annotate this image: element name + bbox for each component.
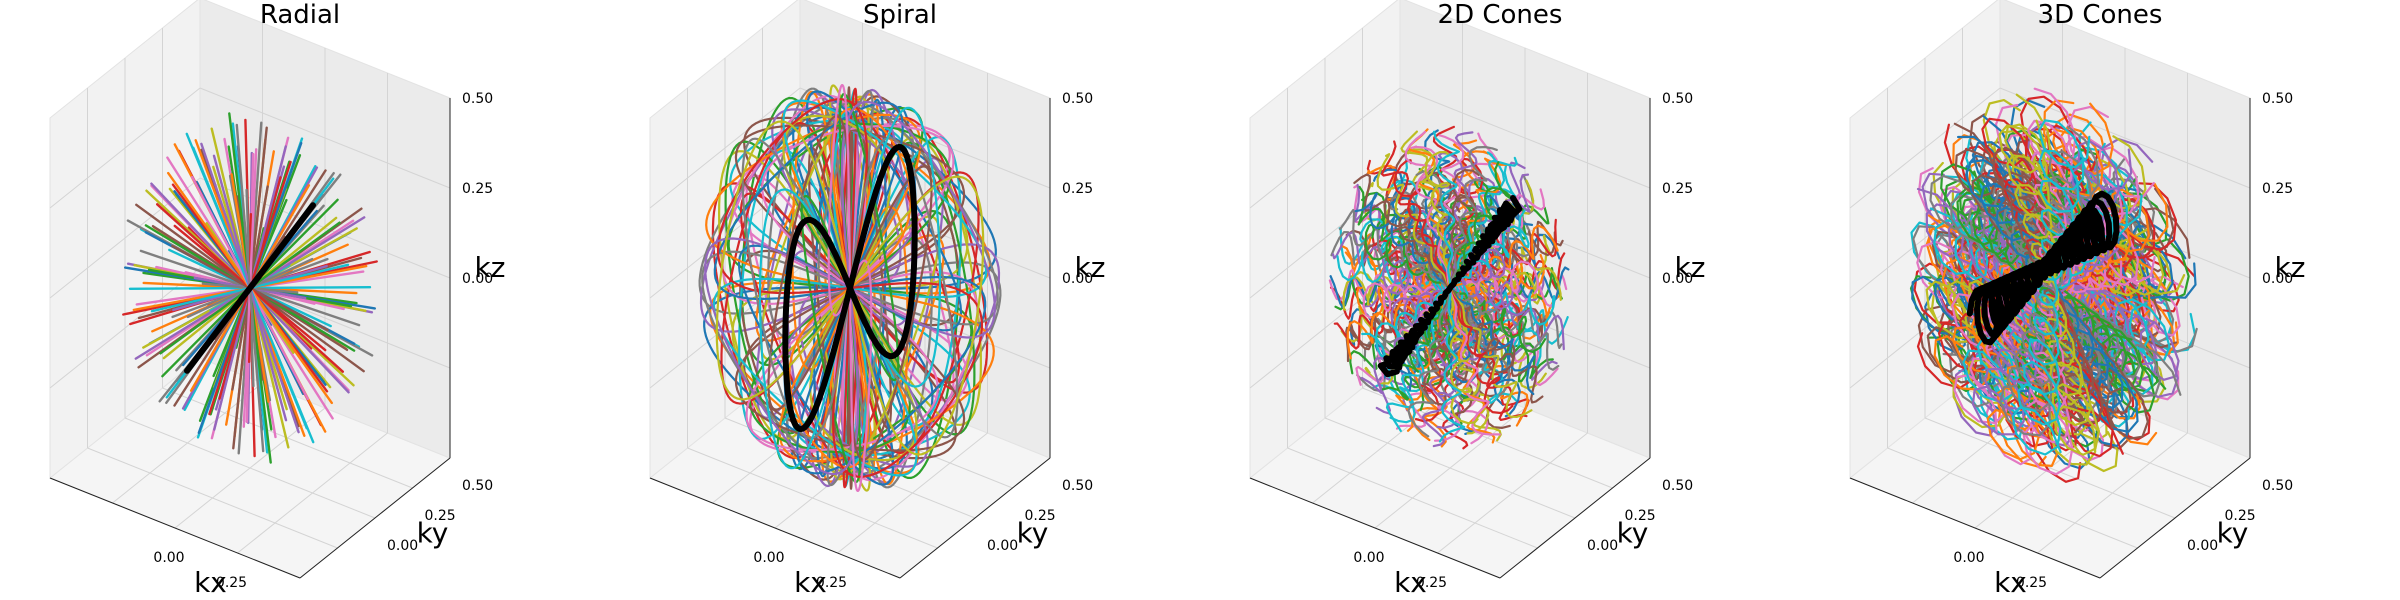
grid-line — [124, 417, 376, 519]
ky-axis-label: ky — [1017, 516, 1049, 549]
kx-axis-line — [49, 477, 301, 579]
kz-tick-label: 0.00 — [1662, 271, 1693, 287]
trajectory-lines — [1909, 87, 2198, 483]
kz-tick-label: 0.00 — [1062, 271, 1093, 287]
kx-axis-line — [1849, 477, 2101, 579]
kz-tick-label: 0.50 — [1062, 91, 1093, 107]
ky-tick-label: 0.00 — [387, 538, 418, 554]
grid-line — [199, 87, 451, 189]
kz-tick-label: 0.25 — [462, 181, 493, 197]
panel-title: 3D Cones — [2038, 0, 2163, 30]
kz-tick-label: 0.25 — [1062, 181, 1093, 197]
panel-title: 2D Cones — [1438, 0, 1563, 30]
kx-tick-label: 0.25 — [216, 575, 247, 591]
highlighted-trajectory — [782, 143, 918, 433]
ky-tick-label: 0.25 — [425, 508, 456, 524]
ky-tick-label: 0.50 — [1662, 478, 1693, 494]
ky-tick-label: 0.00 — [987, 538, 1018, 554]
kz-axis-label: kz — [1075, 251, 1106, 284]
subplot-cones3d: 0.00 0.25 0.00 0.25 0.50 0.00 0.25 0.50 kx ky kz 3D… — [1849, 0, 2306, 599]
kx-axis-label: kx — [194, 566, 227, 599]
ky-axis-line — [2099, 457, 2251, 579]
grid-line — [1249, 87, 1401, 209]
subplot-radial: 0.00 0.25 0.00 0.25 0.50 0.00 0.25 0.50 kx ky kz Ra… — [49, 0, 506, 599]
ky-axis-label: ky — [2217, 516, 2249, 549]
ky-tick-label: 0.50 — [1062, 478, 1093, 494]
grid-line — [49, 87, 201, 209]
kz-tick-label: 0.25 — [1662, 181, 1693, 197]
ky-tick-label: 0.25 — [2225, 508, 2256, 524]
kz-tick-label: 0.00 — [2262, 271, 2293, 287]
highlighted-trajectory — [1966, 190, 2120, 346]
kx-tick-label: 0.25 — [2016, 575, 2047, 591]
kz-axis-label: kz — [2275, 251, 2306, 284]
kx-tick-label: 0.00 — [1353, 550, 1384, 566]
kz-axis-label: kz — [475, 251, 506, 284]
ky-axis-line — [1499, 457, 1651, 579]
grid-line — [649, 87, 801, 209]
ky-tick-label: 0.00 — [1587, 538, 1618, 554]
kx-tick-label: 0.25 — [1416, 575, 1447, 591]
ky-axis-line — [299, 457, 451, 579]
kx-axis-line — [649, 477, 901, 579]
kz-tick-label: 0.25 — [2262, 181, 2293, 197]
ky-tick-label: 0.25 — [1025, 508, 1056, 524]
ky-tick-label: 0.50 — [2262, 478, 2293, 494]
kx-tick-label: 0.00 — [1953, 550, 1984, 566]
kx-tick-label: 0.25 — [816, 575, 847, 591]
kz-tick-label: 0.00 — [462, 271, 493, 287]
ky-axis-label: ky — [1617, 516, 1649, 549]
grid-line — [1924, 417, 2176, 519]
kx-axis-label: kx — [1994, 566, 2027, 599]
highlighted-trajectory — [1377, 195, 1523, 378]
trajectory-line — [2011, 119, 2091, 456]
kz-axis-label: kz — [1675, 251, 1706, 284]
ky-tick-label: 0.00 — [2187, 538, 2218, 554]
ky-tick-label: 0.25 — [1625, 508, 1656, 524]
ky-axis-line — [899, 457, 1051, 579]
kx-axis-label: kx — [794, 566, 827, 599]
kx-tick-label: 0.00 — [153, 550, 184, 566]
panel-title: Spiral — [863, 0, 937, 30]
grid-line — [1324, 417, 1576, 519]
kz-tick-label: 0.50 — [2262, 91, 2293, 107]
subplot-spiral: 0.00 0.25 0.00 0.25 0.50 0.00 0.25 0.50 kx ky kz Sp… — [649, 0, 1106, 599]
kx-axis-line — [1249, 477, 1501, 579]
subplot-cones2d: 0.00 0.25 0.00 0.25 0.50 0.00 0.25 0.50 kx ky kz 2D… — [1249, 0, 1706, 599]
panel-title: Radial — [260, 0, 340, 30]
ky-axis-label: ky — [417, 516, 449, 549]
kx-axis-label: kx — [1394, 566, 1427, 599]
highlighted-trajectory — [184, 202, 316, 374]
grid-line — [1399, 87, 1651, 189]
ky-tick-label: 0.50 — [462, 478, 493, 494]
kz-tick-label: 0.50 — [1662, 91, 1693, 107]
kx-tick-label: 0.00 — [753, 550, 784, 566]
grid-line — [49, 177, 201, 299]
grid-line — [1849, 87, 2001, 209]
grid-line — [162, 387, 413, 489]
kz-tick-label: 0.50 — [462, 91, 493, 107]
